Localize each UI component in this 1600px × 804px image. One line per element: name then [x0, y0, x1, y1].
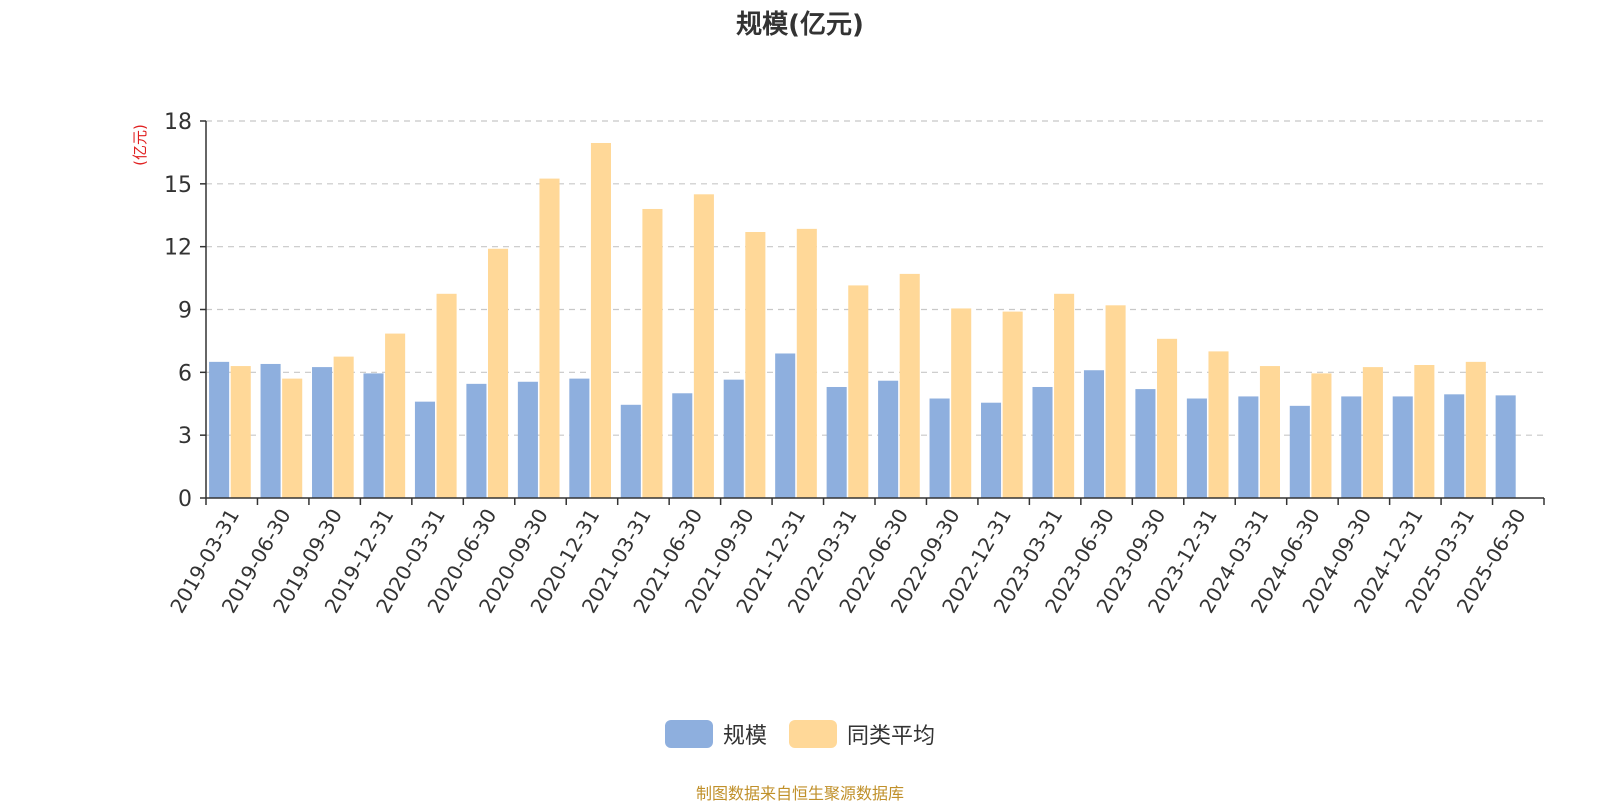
bar-scale[interactable] — [1444, 394, 1465, 498]
bar-peer-average[interactable] — [539, 178, 560, 498]
bar-scale[interactable] — [981, 402, 1002, 498]
legend: 规模 同类平均 — [0, 718, 1600, 750]
legend-swatch-scale — [664, 720, 713, 748]
legend-label-peer-average: 同类平均 — [847, 724, 936, 749]
bar-scale[interactable] — [672, 393, 693, 498]
y-tick-label: 9 — [178, 299, 192, 324]
bar-peer-average[interactable] — [899, 273, 920, 498]
bar-peer-average[interactable] — [951, 308, 972, 498]
bar-peer-average[interactable] — [1362, 367, 1383, 498]
bar-peer-average[interactable] — [745, 232, 766, 498]
bar-scale[interactable] — [723, 379, 744, 498]
y-tick-label: 6 — [178, 361, 192, 386]
bar-scale[interactable] — [414, 401, 436, 498]
bar-scale[interactable] — [1083, 370, 1105, 498]
bar-peer-average[interactable] — [230, 366, 251, 498]
bar-scale[interactable] — [775, 353, 796, 498]
bar-scale[interactable] — [1341, 396, 1362, 498]
bar-scale[interactable] — [929, 398, 950, 498]
legend-item-peer-average[interactable]: 同类平均 — [789, 718, 935, 750]
legend-label-scale: 规模 — [722, 724, 767, 749]
bar-scale[interactable] — [1135, 389, 1156, 498]
bar-peer-average[interactable] — [1465, 361, 1486, 498]
bar-peer-average[interactable] — [693, 194, 714, 499]
bar-peer-average[interactable] — [1414, 365, 1435, 498]
bar-peer-average[interactable] — [1259, 366, 1281, 498]
bar-scale[interactable] — [260, 363, 281, 498]
bar-peer-average[interactable] — [1054, 293, 1075, 498]
y-tick-label: 3 — [178, 424, 192, 449]
bar-scale[interactable] — [312, 367, 333, 498]
bar-peer-average[interactable] — [1311, 373, 1332, 498]
y-tick-label: 12 — [164, 236, 192, 261]
legend-swatch-peer-average — [789, 720, 837, 748]
bar-scale[interactable] — [878, 380, 899, 498]
bar-peer-average[interactable] — [642, 208, 663, 498]
bar-scale[interactable] — [517, 381, 538, 498]
bar-peer-average[interactable] — [436, 293, 457, 498]
y-tick-label: 18 — [164, 110, 192, 135]
bar-peer-average[interactable] — [1002, 311, 1023, 498]
chart-title: 规模(亿元) — [736, 10, 864, 40]
bar-peer-average[interactable] — [1105, 305, 1126, 498]
bar-peer-average[interactable] — [1157, 338, 1178, 498]
y-tick-label: 15 — [164, 173, 192, 198]
bar-scale[interactable] — [466, 383, 487, 498]
bar-scale[interactable] — [1186, 398, 1207, 498]
bar-scale[interactable] — [209, 361, 230, 498]
bar-peer-average[interactable] — [385, 333, 406, 498]
bar-scale[interactable] — [569, 378, 590, 498]
bar-scale[interactable] — [1392, 396, 1413, 498]
source-note: 制图数据来自恒生聚源数据库 — [695, 784, 904, 803]
bar-scale[interactable] — [620, 404, 641, 498]
y-axis-unit-label: (亿元) — [131, 124, 149, 166]
bar-peer-average[interactable] — [488, 248, 509, 498]
bar-scale[interactable] — [826, 386, 847, 498]
bar-peer-average[interactable] — [796, 228, 817, 498]
bar-scale[interactable] — [1032, 386, 1053, 498]
bar-scale[interactable] — [1238, 396, 1259, 498]
bar-peer-average[interactable] — [333, 356, 354, 498]
bar-scale[interactable] — [1495, 395, 1516, 498]
y-tick-label: 0 — [178, 487, 192, 512]
bar-peer-average[interactable] — [1208, 351, 1229, 498]
bar-peer-average[interactable] — [282, 378, 303, 498]
bar-scale[interactable] — [1289, 405, 1310, 498]
legend-item-scale[interactable]: 规模 — [664, 718, 767, 750]
bar-scale[interactable] — [363, 373, 384, 498]
bar-peer-average[interactable] — [590, 142, 612, 498]
bar-peer-average[interactable] — [848, 285, 869, 498]
